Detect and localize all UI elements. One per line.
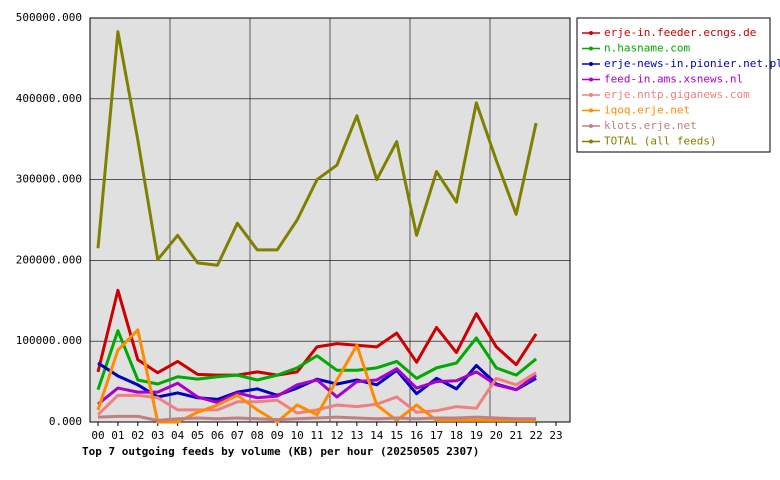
series-line <box>97 367 537 406</box>
x-tick-label: 14 <box>370 429 384 442</box>
x-tick-label: 03 <box>151 429 164 442</box>
x-tick-label: 13 <box>350 429 363 442</box>
legend-label: TOTAL (all feeds) <box>604 135 717 148</box>
x-tick-label: 10 <box>291 429 304 442</box>
x-tick-label: 21 <box>510 429 523 442</box>
series-line <box>96 371 537 416</box>
x-tick-label: 22 <box>529 429 542 442</box>
series-line <box>96 288 538 377</box>
legend-label: n.hasname.com <box>604 42 690 55</box>
x-tick-label: 07 <box>231 429 244 442</box>
legend-marker <box>589 31 593 35</box>
x-tick-label: 23 <box>549 429 562 442</box>
x-tick-label: 05 <box>191 429 204 442</box>
x-tick-label: 16 <box>410 429 423 442</box>
legend-label: feed-in.ams.xsnews.nl <box>604 73 743 86</box>
series-line <box>96 329 538 391</box>
x-tick-label: 20 <box>490 429 503 442</box>
series-line <box>97 414 537 422</box>
x-tick-label: 01 <box>111 429 124 442</box>
y-tick-label: 100000.000 <box>16 334 82 347</box>
legend-marker <box>589 62 593 66</box>
legend-label: erje-news-in.pionier.net.pl <box>604 57 780 70</box>
x-tick-label: 17 <box>430 429 443 442</box>
x-tick-label: 00 <box>91 429 104 442</box>
y-tick-label: 400000.000 <box>16 92 82 105</box>
y-tick-label: 500000.000 <box>16 11 82 24</box>
y-tick-label: 200000.000 <box>16 253 82 266</box>
chart-title: Top 7 outgoing feeds by volume (KB) per … <box>82 445 479 458</box>
x-tick-label: 11 <box>310 429 323 442</box>
x-tick-label: 15 <box>390 429 403 442</box>
x-tick-label: 06 <box>211 429 224 442</box>
legend-box <box>576 17 771 153</box>
x-tick-label: 04 <box>171 429 185 442</box>
legend-label: erje.nntp.giganews.com <box>604 88 750 101</box>
legend-label: iqoq.erje.net <box>604 104 690 117</box>
x-tick-label: 09 <box>271 429 284 442</box>
legend-label: erje-in.feeder.ecngs.de <box>604 26 756 39</box>
legend-marker <box>589 46 593 51</box>
legend-label: klots.erje.net <box>604 119 697 132</box>
x-tick-label: 19 <box>470 429 483 442</box>
x-tick-label: 12 <box>330 429 343 442</box>
series-line <box>96 30 538 267</box>
legend-marker <box>589 124 593 128</box>
x-tick-label: 18 <box>450 429 463 442</box>
y-tick-label: 0.000 <box>49 415 82 428</box>
legend-marker <box>589 93 593 97</box>
x-tick-label: 08 <box>251 429 264 442</box>
legend-marker <box>589 108 593 113</box>
legend-marker <box>589 77 593 82</box>
y-tick-label: 300000.000 <box>16 173 82 186</box>
series-line <box>96 328 537 424</box>
legend-marker <box>589 139 593 144</box>
x-tick-label: 02 <box>131 429 144 442</box>
